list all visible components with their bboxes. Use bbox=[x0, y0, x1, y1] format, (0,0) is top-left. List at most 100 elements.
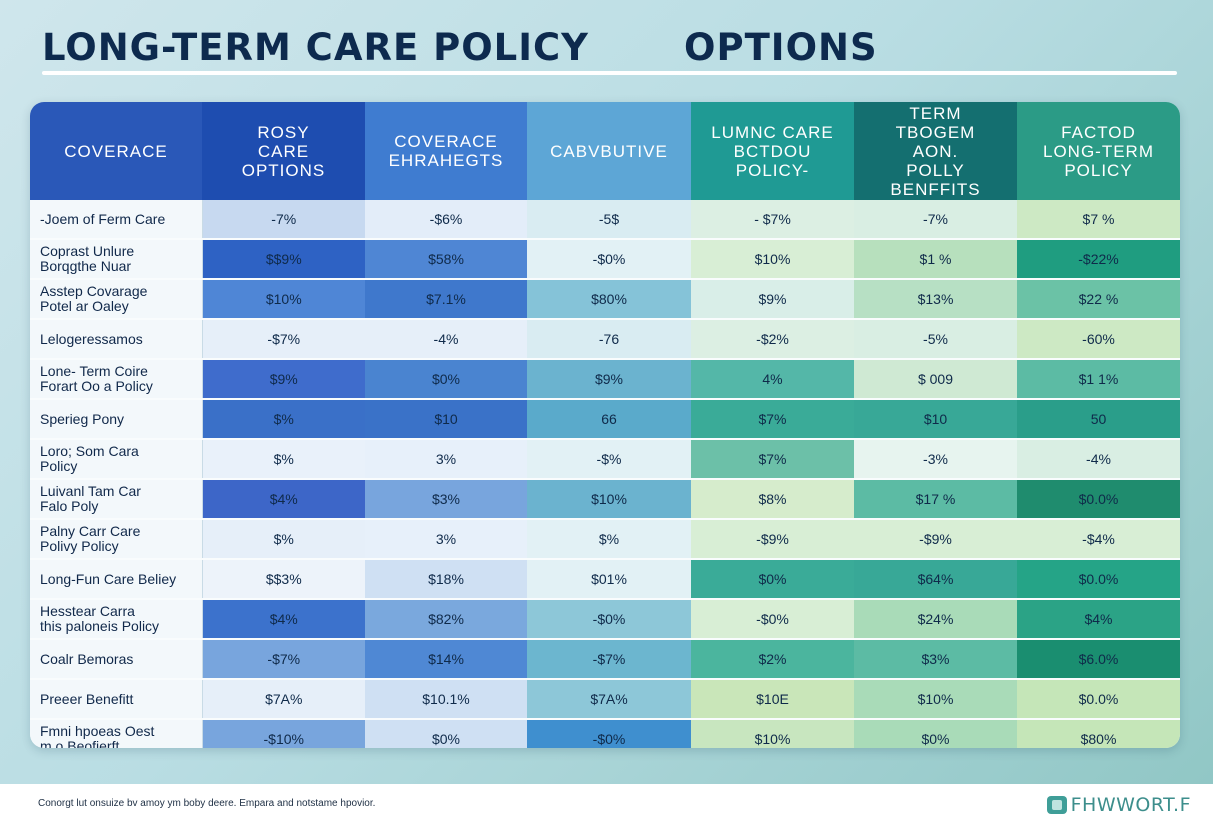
brand-name: FHWWORT.F bbox=[1070, 794, 1191, 816]
table-cell: $2% bbox=[691, 639, 854, 680]
table-row: Long-Fun Care Beliey $$3% $18% $01% $0% $64% $… bbox=[30, 559, 1180, 600]
table-cell: $80% bbox=[527, 279, 691, 320]
table-cell: $80% bbox=[1017, 719, 1180, 748]
table-cell: $$3% bbox=[202, 559, 365, 600]
table-cell: $7.1% bbox=[365, 279, 527, 320]
table-cell: $18% bbox=[365, 559, 527, 600]
table-cell: $0.0% bbox=[1017, 559, 1180, 600]
table-cell: 4% bbox=[691, 359, 854, 400]
table-row: Palny Carr Care Polivy Policy $% 3% $% -$9% -… bbox=[30, 519, 1180, 560]
table-cell: $% bbox=[202, 439, 365, 480]
column-header: TERM TBOGEM AON. POLLY BENFFITS bbox=[854, 102, 1017, 200]
table-row: -Joem of Ferm Care -7% -$6% -5$ - $7% -7% $7 % bbox=[30, 200, 1180, 240]
table-cell: -$0% bbox=[527, 599, 691, 640]
table-row: Sperieg Pony $% $10 66 $7% $10 50 bbox=[30, 399, 1180, 440]
table-cell: $0% bbox=[691, 559, 854, 600]
table-cell: -$0% bbox=[691, 599, 854, 640]
table-cell: $% bbox=[527, 519, 691, 560]
table-cell: $10% bbox=[854, 679, 1017, 720]
table-cell: -5$ bbox=[527, 200, 691, 240]
table-cell: 3% bbox=[365, 519, 527, 560]
column-header: COVERACE bbox=[30, 102, 202, 200]
table-row: Loro; Som Cara Policy $% 3% -$% $7% -3% -4% bbox=[30, 439, 1180, 480]
row-label: Coalr Bemoras bbox=[30, 639, 203, 680]
table-row: Coprast Unlure Borqgthe Nuar $$9% $58% -$0%… bbox=[30, 239, 1180, 280]
table-cell: $10.1% bbox=[365, 679, 527, 720]
table-cell: -7% bbox=[854, 200, 1017, 240]
row-label: Lelogeressamos bbox=[30, 319, 203, 360]
row-label: Fmni hpoeas Oest m o Beofierft bbox=[30, 719, 203, 748]
table-cell: -$6% bbox=[365, 200, 527, 240]
table-cell: $8% bbox=[691, 479, 854, 520]
table-row: Luivanl Tam Car Falo Poly $4% $3% $10% $8% $1… bbox=[30, 479, 1180, 520]
column-header: COVERACE EHRAHEGTS bbox=[365, 102, 527, 200]
table-body: -Joem of Ferm Care -7% -$6% -5$ - $7% -7% $7 %… bbox=[30, 200, 1180, 748]
table-cell: $14% bbox=[365, 639, 527, 680]
table-cell: $10% bbox=[691, 239, 854, 280]
table-cell: $$9% bbox=[202, 239, 365, 280]
table-cell: $4% bbox=[1017, 599, 1180, 640]
table-cell: $58% bbox=[365, 239, 527, 280]
column-header: LUMNC CARE BCTDOU POLICY- bbox=[691, 102, 854, 200]
table-cell: -$7% bbox=[202, 319, 365, 360]
table-cell: $4% bbox=[202, 479, 365, 520]
table-cell: $1 % bbox=[854, 239, 1017, 280]
row-label: -Joem of Ferm Care bbox=[30, 200, 203, 240]
table-cell: -76 bbox=[527, 319, 691, 360]
table-cell: $10% bbox=[527, 479, 691, 520]
page-title-suffix: OPTIONS bbox=[684, 26, 878, 69]
footer-note: Conorgt lut onsuize bv amoy ym boby deer… bbox=[38, 798, 376, 809]
table-row: Fmni hpoeas Oest m o Beofierft -$10% $0% -$… bbox=[30, 719, 1180, 748]
table-cell: $9% bbox=[527, 359, 691, 400]
table-cell: $13% bbox=[854, 279, 1017, 320]
table-row: Lelogeressamos -$7% -4% -76 -$2% -5% -60% bbox=[30, 319, 1180, 360]
table-cell: -7% bbox=[202, 200, 365, 240]
table-cell: -$22% bbox=[1017, 239, 1180, 280]
table-cell: $10% bbox=[202, 279, 365, 320]
table-cell: $0% bbox=[365, 719, 527, 748]
table-cell: -5% bbox=[854, 319, 1017, 360]
table-cell: -$0% bbox=[527, 239, 691, 280]
table-cell: $% bbox=[202, 399, 365, 440]
table-cell: $7A% bbox=[527, 679, 691, 720]
table-row: Asstep Covarage Potel ar Oaley $10% $7.1% $… bbox=[30, 279, 1180, 320]
column-header: CABVBUTIVE bbox=[527, 102, 691, 200]
table-cell: $24% bbox=[854, 599, 1017, 640]
table-cell: $0% bbox=[365, 359, 527, 400]
table-cell: $10 bbox=[854, 399, 1017, 440]
table-header-row: COVERACE ROSY CARE OPTIONS COVERACE EHRAHE… bbox=[30, 102, 1180, 200]
table-cell: 66 bbox=[527, 399, 691, 440]
row-label: Preeer Benefitt bbox=[30, 679, 203, 720]
table-row: Lone- Term Coire Forart Oo a Policy $9% $0… bbox=[30, 359, 1180, 400]
row-label: Loro; Som Cara Policy bbox=[30, 439, 203, 480]
table-cell: $6.0% bbox=[1017, 639, 1180, 680]
table-cell: $3% bbox=[365, 479, 527, 520]
table-cell: $7% bbox=[691, 439, 854, 480]
table-cell: $1 1% bbox=[1017, 359, 1180, 400]
table-cell: -$7% bbox=[202, 639, 365, 680]
table-cell: -$% bbox=[527, 439, 691, 480]
table-cell: $7A% bbox=[202, 679, 365, 720]
table-cell: $22 % bbox=[1017, 279, 1180, 320]
table-cell: -4% bbox=[1017, 439, 1180, 480]
table-cell: $ 009 bbox=[854, 359, 1017, 400]
row-label: Sperieg Pony bbox=[30, 399, 203, 440]
row-label: Coprast Unlure Borqgthe Nuar bbox=[30, 239, 203, 280]
column-header: FACTOD LONG-TERM POLICY bbox=[1017, 102, 1180, 200]
table-cell: $9% bbox=[202, 359, 365, 400]
table-cell: -60% bbox=[1017, 319, 1180, 360]
table-cell: 3% bbox=[365, 439, 527, 480]
table-cell: $10 bbox=[365, 399, 527, 440]
table-cell: $82% bbox=[365, 599, 527, 640]
row-label: Lone- Term Coire Forart Oo a Policy bbox=[30, 359, 203, 400]
table-cell: $10E bbox=[691, 679, 854, 720]
table-cell: $0.0% bbox=[1017, 679, 1180, 720]
table-row: Preeer Benefitt $7A% $10.1% $7A% $10E $10% $0.… bbox=[30, 679, 1180, 720]
table-cell: -$10% bbox=[202, 719, 365, 748]
table-row: Coalr Bemoras -$7% $14% -$7% $2% $3% $6.0% bbox=[30, 639, 1180, 680]
table-cell: $0% bbox=[854, 719, 1017, 748]
page-title: LONG-TERM CARE POLICY bbox=[42, 26, 589, 69]
table-cell: $7 % bbox=[1017, 200, 1180, 240]
table-cell: $3% bbox=[854, 639, 1017, 680]
policy-comparison-table: COVERACE ROSY CARE OPTIONS COVERACE EHRAHE… bbox=[30, 102, 1180, 748]
